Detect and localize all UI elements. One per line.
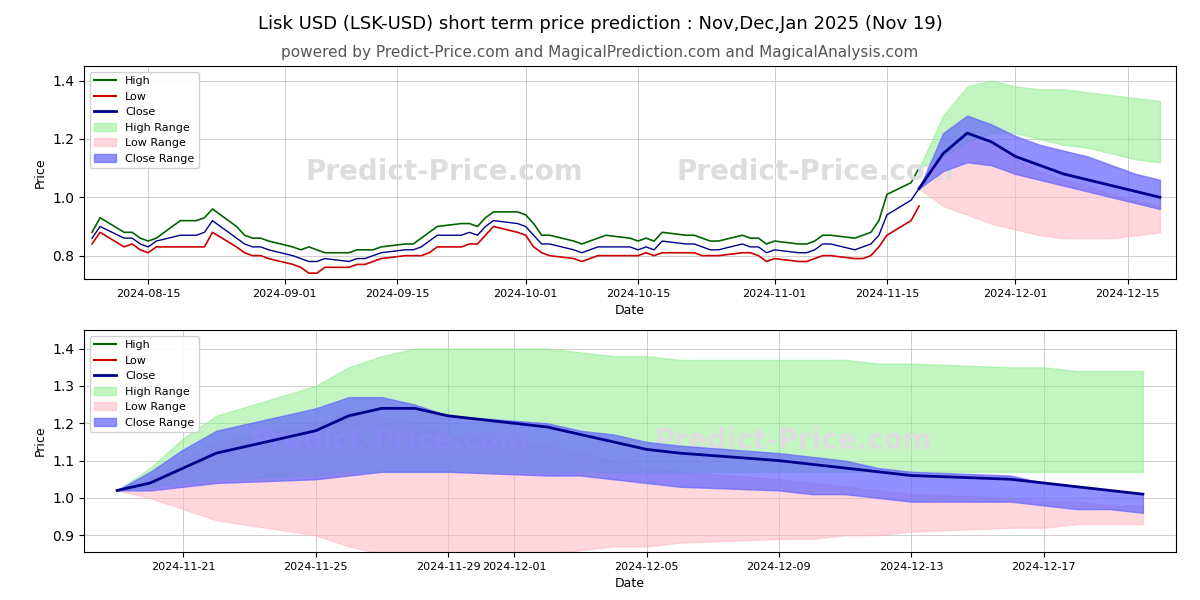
Text: Predict-Price.com: Predict-Price.com: [677, 158, 954, 187]
Text: Predict-Price.com: Predict-Price.com: [655, 427, 932, 455]
Text: Lisk USD (LSK-USD) short term price prediction : Nov,Dec,Jan 2025 (Nov 19): Lisk USD (LSK-USD) short term price pred…: [258, 15, 942, 33]
Y-axis label: Price: Price: [34, 425, 47, 457]
Text: Predict-Price.com: Predict-Price.com: [306, 158, 583, 187]
Text: Predict-Price.com: Predict-Price.com: [251, 427, 529, 455]
X-axis label: Date: Date: [616, 304, 646, 317]
X-axis label: Date: Date: [616, 577, 646, 590]
Legend: High, Low, Close, High Range, Low Range, Close Range: High, Low, Close, High Range, Low Range,…: [90, 71, 199, 168]
Legend: High, Low, Close, High Range, Low Range, Close Range: High, Low, Close, High Range, Low Range,…: [90, 335, 199, 432]
Y-axis label: Price: Price: [34, 157, 47, 188]
Text: powered by Predict-Price.com and MagicalPrediction.com and MagicalAnalysis.com: powered by Predict-Price.com and Magical…: [281, 45, 919, 60]
